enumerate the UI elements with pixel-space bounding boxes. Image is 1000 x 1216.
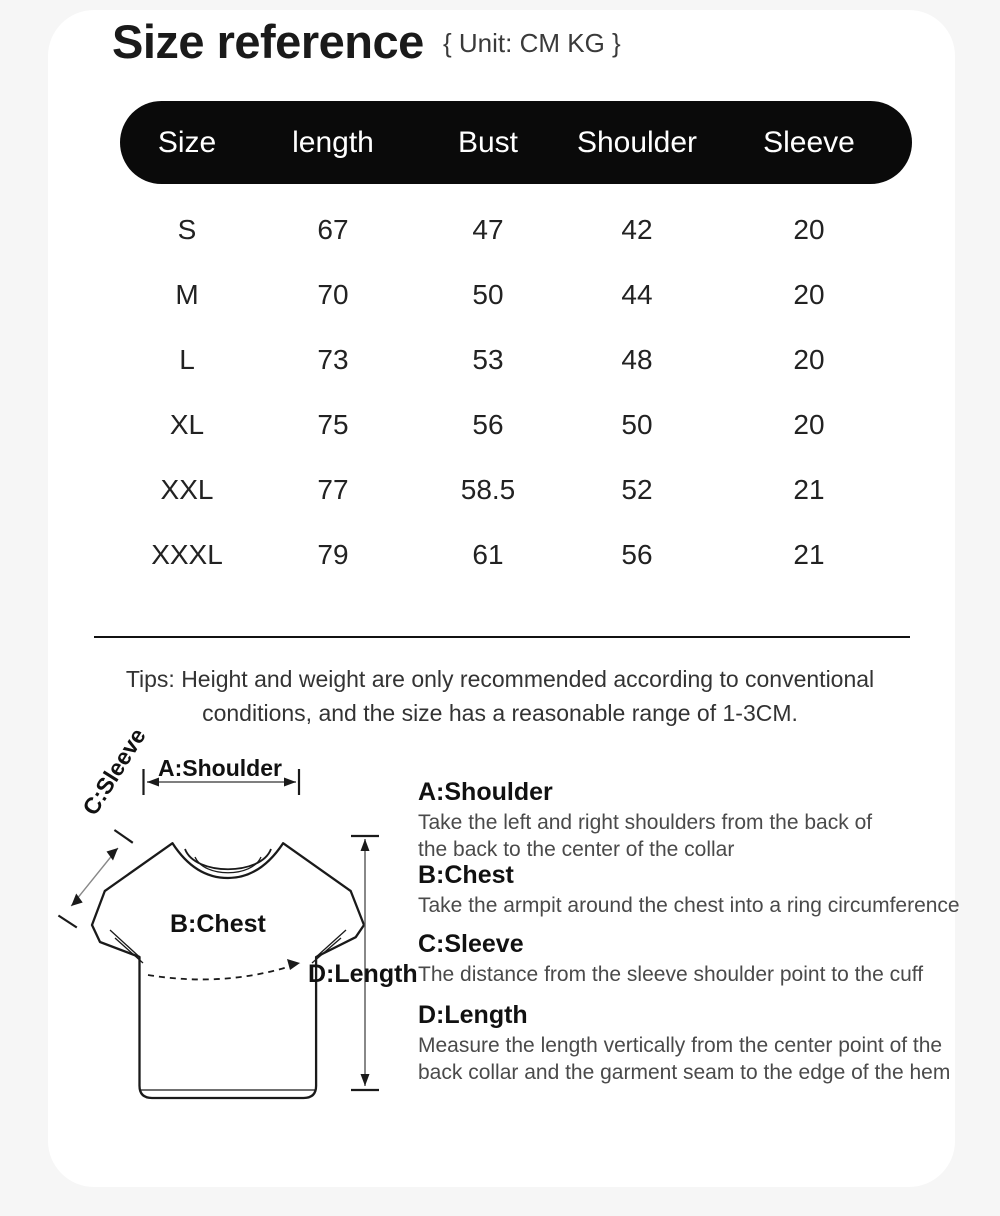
svg-text:A:Shoulder: A:Shoulder — [158, 755, 282, 781]
svg-text:D:Length: D:Length — [308, 960, 418, 988]
svg-text:B:Chest: B:Chest — [170, 910, 267, 938]
svg-text:C:Sleeve: C:Sleeve — [77, 723, 151, 819]
